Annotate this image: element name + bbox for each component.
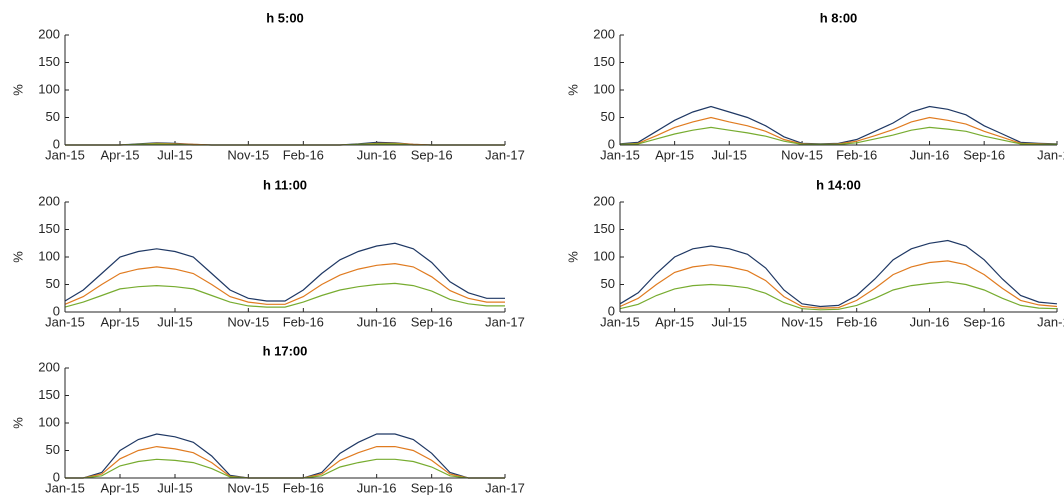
x-tick-label: Apr-15 — [655, 147, 694, 162]
y-tick-label: 100 — [38, 248, 60, 263]
x-tick-label: Jul-15 — [157, 147, 192, 162]
chart-title: h 17:00 — [263, 343, 308, 358]
y-tick-label: 100 — [593, 81, 615, 96]
x-tick-label: Jan-17 — [485, 147, 525, 162]
series-line — [619, 281, 1058, 311]
x-tick-label: Apr-15 — [100, 480, 139, 495]
y-tick-label: 150 — [38, 387, 60, 402]
x-tick-label: Jul-15 — [157, 314, 192, 329]
x-tick-label: Jan-15 — [45, 147, 85, 162]
y-tick-label: 100 — [38, 414, 60, 429]
x-tick-label: Nov-15 — [227, 147, 269, 162]
chart-title: h 5:00 — [266, 10, 304, 25]
x-tick-label: Apr-15 — [655, 314, 694, 329]
x-tick-label: Jul-15 — [157, 480, 192, 495]
x-tick-label: Nov-15 — [781, 314, 823, 329]
x-tick-label: Feb-16 — [836, 147, 877, 162]
y-tick-label: 50 — [601, 276, 615, 291]
x-tick-label: Jan-17 — [485, 480, 525, 495]
x-tick-label: Jan-15 — [600, 314, 640, 329]
x-tick-label: Jul-15 — [712, 147, 747, 162]
x-tick-label: Jun-16 — [910, 147, 950, 162]
x-tick-label: Jun-16 — [910, 314, 950, 329]
y-tick-label: 0 — [608, 136, 615, 151]
series-line — [619, 126, 1057, 145]
x-tick-label: Feb-16 — [283, 480, 324, 495]
y-tick-label: 50 — [46, 109, 60, 124]
y-axis-label: % — [565, 251, 580, 263]
x-tick-label: Nov-15 — [227, 480, 269, 495]
y-axis-label: % — [10, 251, 25, 263]
y-tick-label: 0 — [53, 136, 60, 151]
y-tick-label: 200 — [38, 359, 60, 374]
x-tick-label: Sep-16 — [411, 147, 453, 162]
x-tick-label: Sep-16 — [963, 147, 1005, 162]
series-line — [65, 433, 505, 479]
series-line — [619, 116, 1058, 146]
x-tick-label: Jul-15 — [712, 314, 747, 329]
y-axis-label: % — [10, 417, 25, 429]
chart-title: h 14:00 — [816, 177, 861, 192]
y-tick-label: 200 — [38, 26, 60, 41]
series-line — [619, 239, 1058, 308]
y-tick-label: 50 — [46, 276, 60, 291]
y-tick-label: 200 — [593, 193, 615, 208]
y-axis-label: % — [10, 84, 25, 96]
chart-title: h 8:00 — [820, 10, 858, 25]
series-line — [65, 445, 505, 479]
y-tick-label: 50 — [46, 442, 60, 457]
x-tick-label: Jan-17 — [1037, 147, 1064, 162]
x-tick-label: Jan-17 — [485, 314, 525, 329]
x-tick-label: Apr-15 — [100, 314, 139, 329]
y-tick-label: 100 — [593, 248, 615, 263]
x-tick-label: Jan-15 — [45, 480, 85, 495]
y-tick-label: 150 — [38, 221, 60, 236]
x-tick-label: Feb-16 — [836, 314, 877, 329]
chart-title: h 11:00 — [263, 177, 307, 192]
series-line — [619, 260, 1058, 309]
x-tick-label: Sep-16 — [963, 314, 1005, 329]
x-tick-label: Nov-15 — [781, 147, 823, 162]
x-tick-label: Jan-15 — [600, 147, 640, 162]
series-line — [65, 458, 505, 479]
series-line — [64, 282, 505, 308]
x-tick-label: Nov-15 — [227, 314, 269, 329]
x-tick-label: Jan-17 — [1037, 314, 1064, 329]
y-tick-label: 150 — [38, 54, 60, 69]
y-tick-label: 50 — [601, 109, 615, 124]
x-tick-label: Feb-16 — [283, 147, 324, 162]
x-tick-label: Jan-15 — [45, 314, 85, 329]
x-tick-label: Sep-16 — [411, 314, 453, 329]
y-tick-label: 0 — [53, 303, 60, 318]
series-line — [64, 242, 505, 302]
y-tick-label: 0 — [608, 303, 615, 318]
y-tick-label: 0 — [53, 469, 60, 484]
y-tick-label: 100 — [38, 81, 60, 96]
x-tick-label: Sep-16 — [411, 480, 453, 495]
y-axis-label: % — [565, 84, 580, 96]
y-tick-label: 200 — [593, 26, 615, 41]
x-tick-label: Jun-16 — [357, 314, 397, 329]
x-tick-label: Jun-16 — [357, 147, 397, 162]
y-tick-label: 150 — [593, 54, 615, 69]
series-line — [64, 262, 505, 305]
x-tick-label: Jun-16 — [357, 480, 397, 495]
y-tick-label: 150 — [593, 221, 615, 236]
x-tick-label: Feb-16 — [283, 314, 324, 329]
x-tick-label: Apr-15 — [100, 147, 139, 162]
y-tick-label: 200 — [38, 193, 60, 208]
